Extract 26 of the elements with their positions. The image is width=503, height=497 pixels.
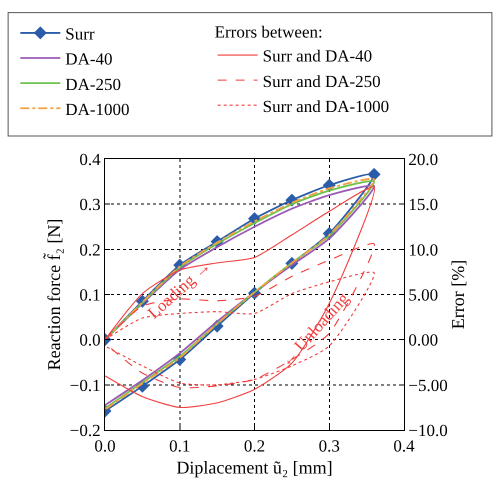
y2-tick-label: 20.0 <box>408 150 438 169</box>
y-tick-label: 0.0 <box>79 330 101 350</box>
y2-tick-label: 5.00 <box>408 285 438 304</box>
x-tick-label: 0.1 <box>169 436 190 456</box>
y-tick-label: 0.1 <box>79 285 101 304</box>
y2-tick-label: −5.00 <box>408 376 448 395</box>
legend-title: Errors between: <box>214 22 323 42</box>
x-axis-title: Diplacement ũ₂ [mm] <box>176 458 333 478</box>
y-axis-title: Reaction force f̃₂ [N] <box>42 218 64 370</box>
legend-label: Surr <box>65 24 95 44</box>
y2-tick-label: 15.0 <box>408 195 438 214</box>
legend-label: DA-250 <box>65 74 122 94</box>
y-tick-label: 0.4 <box>79 150 102 169</box>
legend-label: DA-1000 <box>65 100 130 119</box>
y2-tick-label: 10.0 <box>408 240 438 260</box>
legend-label: Surr and DA-40 <box>262 46 372 66</box>
y-tick-label: 0.2 <box>79 240 101 260</box>
legend-label: Surr and DA-250 <box>262 72 381 91</box>
legend-label: DA-40 <box>65 50 113 69</box>
y-tick-label: −0.1 <box>70 376 101 395</box>
legend-label: Surr and DA-1000 <box>262 96 390 116</box>
y-tick-label: 0.3 <box>79 195 101 214</box>
x-tick-label: 0.3 <box>318 436 340 456</box>
y2-tick-label: 0.00 <box>408 330 438 350</box>
y2-axis-title: Error [%] <box>448 260 468 330</box>
x-tick-label: 0.2 <box>244 436 266 456</box>
